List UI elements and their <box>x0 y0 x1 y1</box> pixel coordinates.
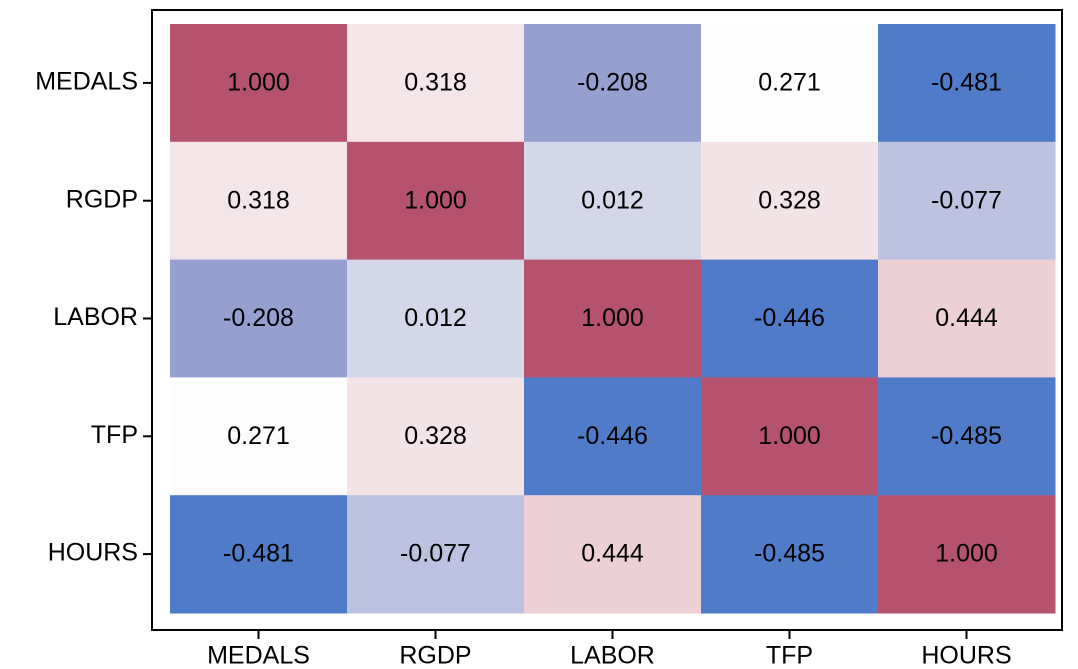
heatmap-cell <box>878 377 1056 496</box>
cell-label: 0.444 <box>581 540 644 568</box>
x-tick-label: HOURS <box>921 642 1011 669</box>
cell-label: 0.328 <box>758 186 821 214</box>
heatmap-cell <box>524 377 702 496</box>
heatmap-cell <box>170 377 348 496</box>
heatmap-cell <box>347 141 525 261</box>
cell-label: -0.485 <box>931 422 1002 450</box>
heatmap-cell <box>524 259 702 378</box>
cell-label: 1.000 <box>404 186 467 214</box>
cell-label: 0.271 <box>758 69 821 97</box>
heatmap-cell <box>170 141 348 261</box>
y-tick-label: LABOR <box>53 303 138 331</box>
y-tick-label: RGDP <box>66 185 138 213</box>
x-tick-label: RGDP <box>399 642 471 669</box>
cell-label: -0.481 <box>223 540 294 568</box>
cell-label: 0.444 <box>935 304 998 332</box>
plot-frame <box>151 9 1063 631</box>
cell-label: 1.000 <box>227 69 290 97</box>
cell-label: -0.077 <box>400 540 471 568</box>
cell-label: 1.000 <box>935 540 998 568</box>
cell-label: -0.208 <box>223 304 294 332</box>
cell-label: -0.208 <box>577 69 648 97</box>
heatmap-cell <box>701 377 879 496</box>
heatmap-cell <box>878 495 1056 614</box>
cell-label: 1.000 <box>581 304 644 332</box>
heatmap-cell <box>701 141 879 261</box>
heatmap-cell <box>347 377 525 496</box>
cell-label: -0.077 <box>931 186 1002 214</box>
x-tick-label: LABOR <box>570 642 655 669</box>
heatmap-cell <box>170 259 348 378</box>
cell-label: 0.271 <box>227 422 290 450</box>
cell-label: 0.328 <box>404 422 467 450</box>
heatmap-cell <box>878 141 1056 261</box>
heatmap-cell <box>524 141 702 261</box>
heatmap-cell <box>347 259 525 378</box>
x-tick-label: TFP <box>766 642 813 669</box>
heatmap-cell <box>878 24 1056 143</box>
cell-label: 0.012 <box>404 304 467 332</box>
heatmap-cell <box>347 24 525 143</box>
heatmap-cell <box>347 495 525 614</box>
cell-label: 0.318 <box>227 186 290 214</box>
cell-label: -0.446 <box>577 422 648 450</box>
y-tick-label: MEDALS <box>35 68 138 96</box>
heatmap-cell <box>170 495 348 614</box>
heatmap-cell <box>524 495 702 614</box>
cell-label: -0.446 <box>754 304 825 332</box>
heatmap-cell <box>701 495 879 614</box>
cell-label: 0.318 <box>404 69 467 97</box>
heatmap-cell <box>701 24 879 143</box>
y-tick-label: TFP <box>91 421 138 449</box>
heatmap-cell <box>701 259 879 378</box>
cell-label: -0.485 <box>754 540 825 568</box>
cell-label: 1.000 <box>758 422 821 450</box>
heatmap-cell <box>878 259 1056 378</box>
heatmap-cell <box>170 24 348 143</box>
heatmap-cell <box>524 24 702 143</box>
y-tick-label: HOURS <box>48 539 138 567</box>
cell-label: -0.481 <box>931 69 1002 97</box>
cell-label: 0.012 <box>581 186 644 214</box>
x-tick-label: MEDALS <box>207 642 310 669</box>
